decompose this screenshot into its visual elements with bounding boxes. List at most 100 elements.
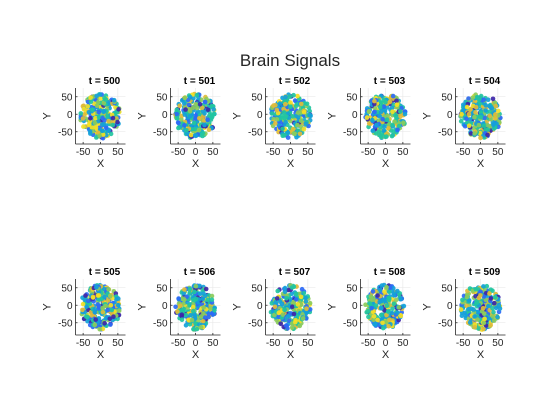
data-point	[374, 122, 379, 128]
data-point	[182, 95, 188, 101]
y-axis-label: Y	[422, 303, 434, 311]
data-point	[182, 123, 187, 128]
x-tick-label: -50	[266, 338, 281, 349]
x-tick-label: -50	[456, 338, 471, 349]
data-point	[481, 320, 487, 326]
x-axis-label: X	[287, 158, 295, 170]
data-point	[491, 309, 496, 315]
data-point	[92, 307, 98, 312]
y-tick-label: 0	[162, 110, 168, 121]
data-point	[280, 126, 285, 132]
data-point	[103, 97, 109, 102]
data-point	[304, 101, 310, 107]
y-axis-label: Y	[137, 303, 149, 311]
x-tick-label: 0	[288, 147, 294, 158]
data-point	[394, 102, 400, 107]
data-point	[478, 135, 483, 141]
y-tick-label: 0	[447, 301, 453, 312]
data-point	[183, 312, 189, 318]
data-point	[487, 113, 493, 119]
y-tick-label: -50	[153, 318, 168, 329]
data-point	[460, 297, 465, 303]
data-point	[370, 128, 376, 133]
data-point	[473, 287, 479, 292]
data-point	[88, 99, 94, 105]
y-tick-label: 50	[251, 283, 263, 294]
scatter-points	[363, 93, 408, 140]
y-tick-label: 50	[156, 283, 168, 294]
data-point	[482, 316, 487, 322]
data-point	[195, 109, 201, 114]
data-point	[205, 117, 210, 122]
data-point	[179, 317, 185, 323]
data-point	[202, 99, 208, 105]
data-point	[459, 111, 464, 117]
y-axis-label: Y	[42, 112, 54, 120]
data-point	[487, 109, 493, 114]
data-point	[187, 290, 192, 296]
data-point	[480, 306, 486, 311]
data-point	[487, 291, 492, 296]
data-point	[85, 104, 90, 109]
data-point	[100, 128, 105, 134]
data-point	[476, 326, 481, 331]
data-point	[188, 313, 193, 318]
data-point	[298, 302, 304, 308]
data-point	[100, 132, 106, 137]
data-point	[292, 98, 298, 103]
data-point	[84, 304, 89, 309]
subplot-panel: t = 505 -50 0 50 50 0 -50 X Y	[42, 267, 126, 361]
data-point	[398, 313, 404, 319]
data-point	[182, 101, 187, 106]
data-point	[295, 122, 300, 128]
x-tick-label: -50	[171, 338, 186, 349]
data-point	[293, 103, 299, 109]
data-point	[273, 102, 278, 108]
data-point	[110, 115, 116, 121]
data-point	[484, 283, 490, 289]
data-point	[382, 124, 387, 129]
x-tick-label: 50	[112, 338, 124, 349]
data-point	[106, 118, 111, 124]
data-point	[472, 131, 478, 136]
data-point	[105, 307, 111, 313]
data-point	[394, 98, 399, 104]
y-axis-label: Y	[327, 112, 339, 120]
data-point	[286, 318, 292, 324]
x-tick-label: -50	[76, 147, 91, 158]
data-point	[297, 131, 303, 137]
data-point	[198, 324, 204, 330]
subplot-panel: t = 507 -50 0 50 50 0 -50 X Y	[232, 267, 316, 361]
data-point	[379, 283, 385, 288]
data-point	[280, 312, 286, 317]
data-point	[377, 104, 383, 110]
data-point	[363, 302, 368, 308]
subplot-title: t = 500	[89, 76, 121, 87]
data-point	[82, 297, 88, 303]
data-point	[307, 112, 313, 118]
subplot-panel: t = 502 -50 0 50 50 0 -50 X Y	[232, 76, 316, 170]
data-point	[90, 295, 96, 300]
data-point	[107, 316, 113, 322]
data-point	[495, 314, 500, 320]
data-point	[490, 96, 496, 102]
data-point	[212, 308, 217, 313]
data-point	[209, 293, 215, 299]
data-point	[97, 92, 103, 97]
data-point	[108, 322, 113, 327]
data-point	[290, 304, 295, 310]
data-point	[394, 297, 399, 303]
x-tick-label: 50	[207, 147, 219, 158]
data-point	[108, 303, 114, 308]
data-point	[303, 121, 309, 127]
data-point	[384, 312, 389, 318]
x-tick-label: 50	[207, 338, 219, 349]
data-point	[176, 296, 181, 301]
data-point	[276, 310, 282, 316]
data-point	[281, 110, 287, 115]
data-point	[110, 122, 116, 128]
data-point	[384, 284, 389, 290]
y-tick-label: 50	[251, 92, 263, 103]
data-point	[472, 99, 478, 104]
